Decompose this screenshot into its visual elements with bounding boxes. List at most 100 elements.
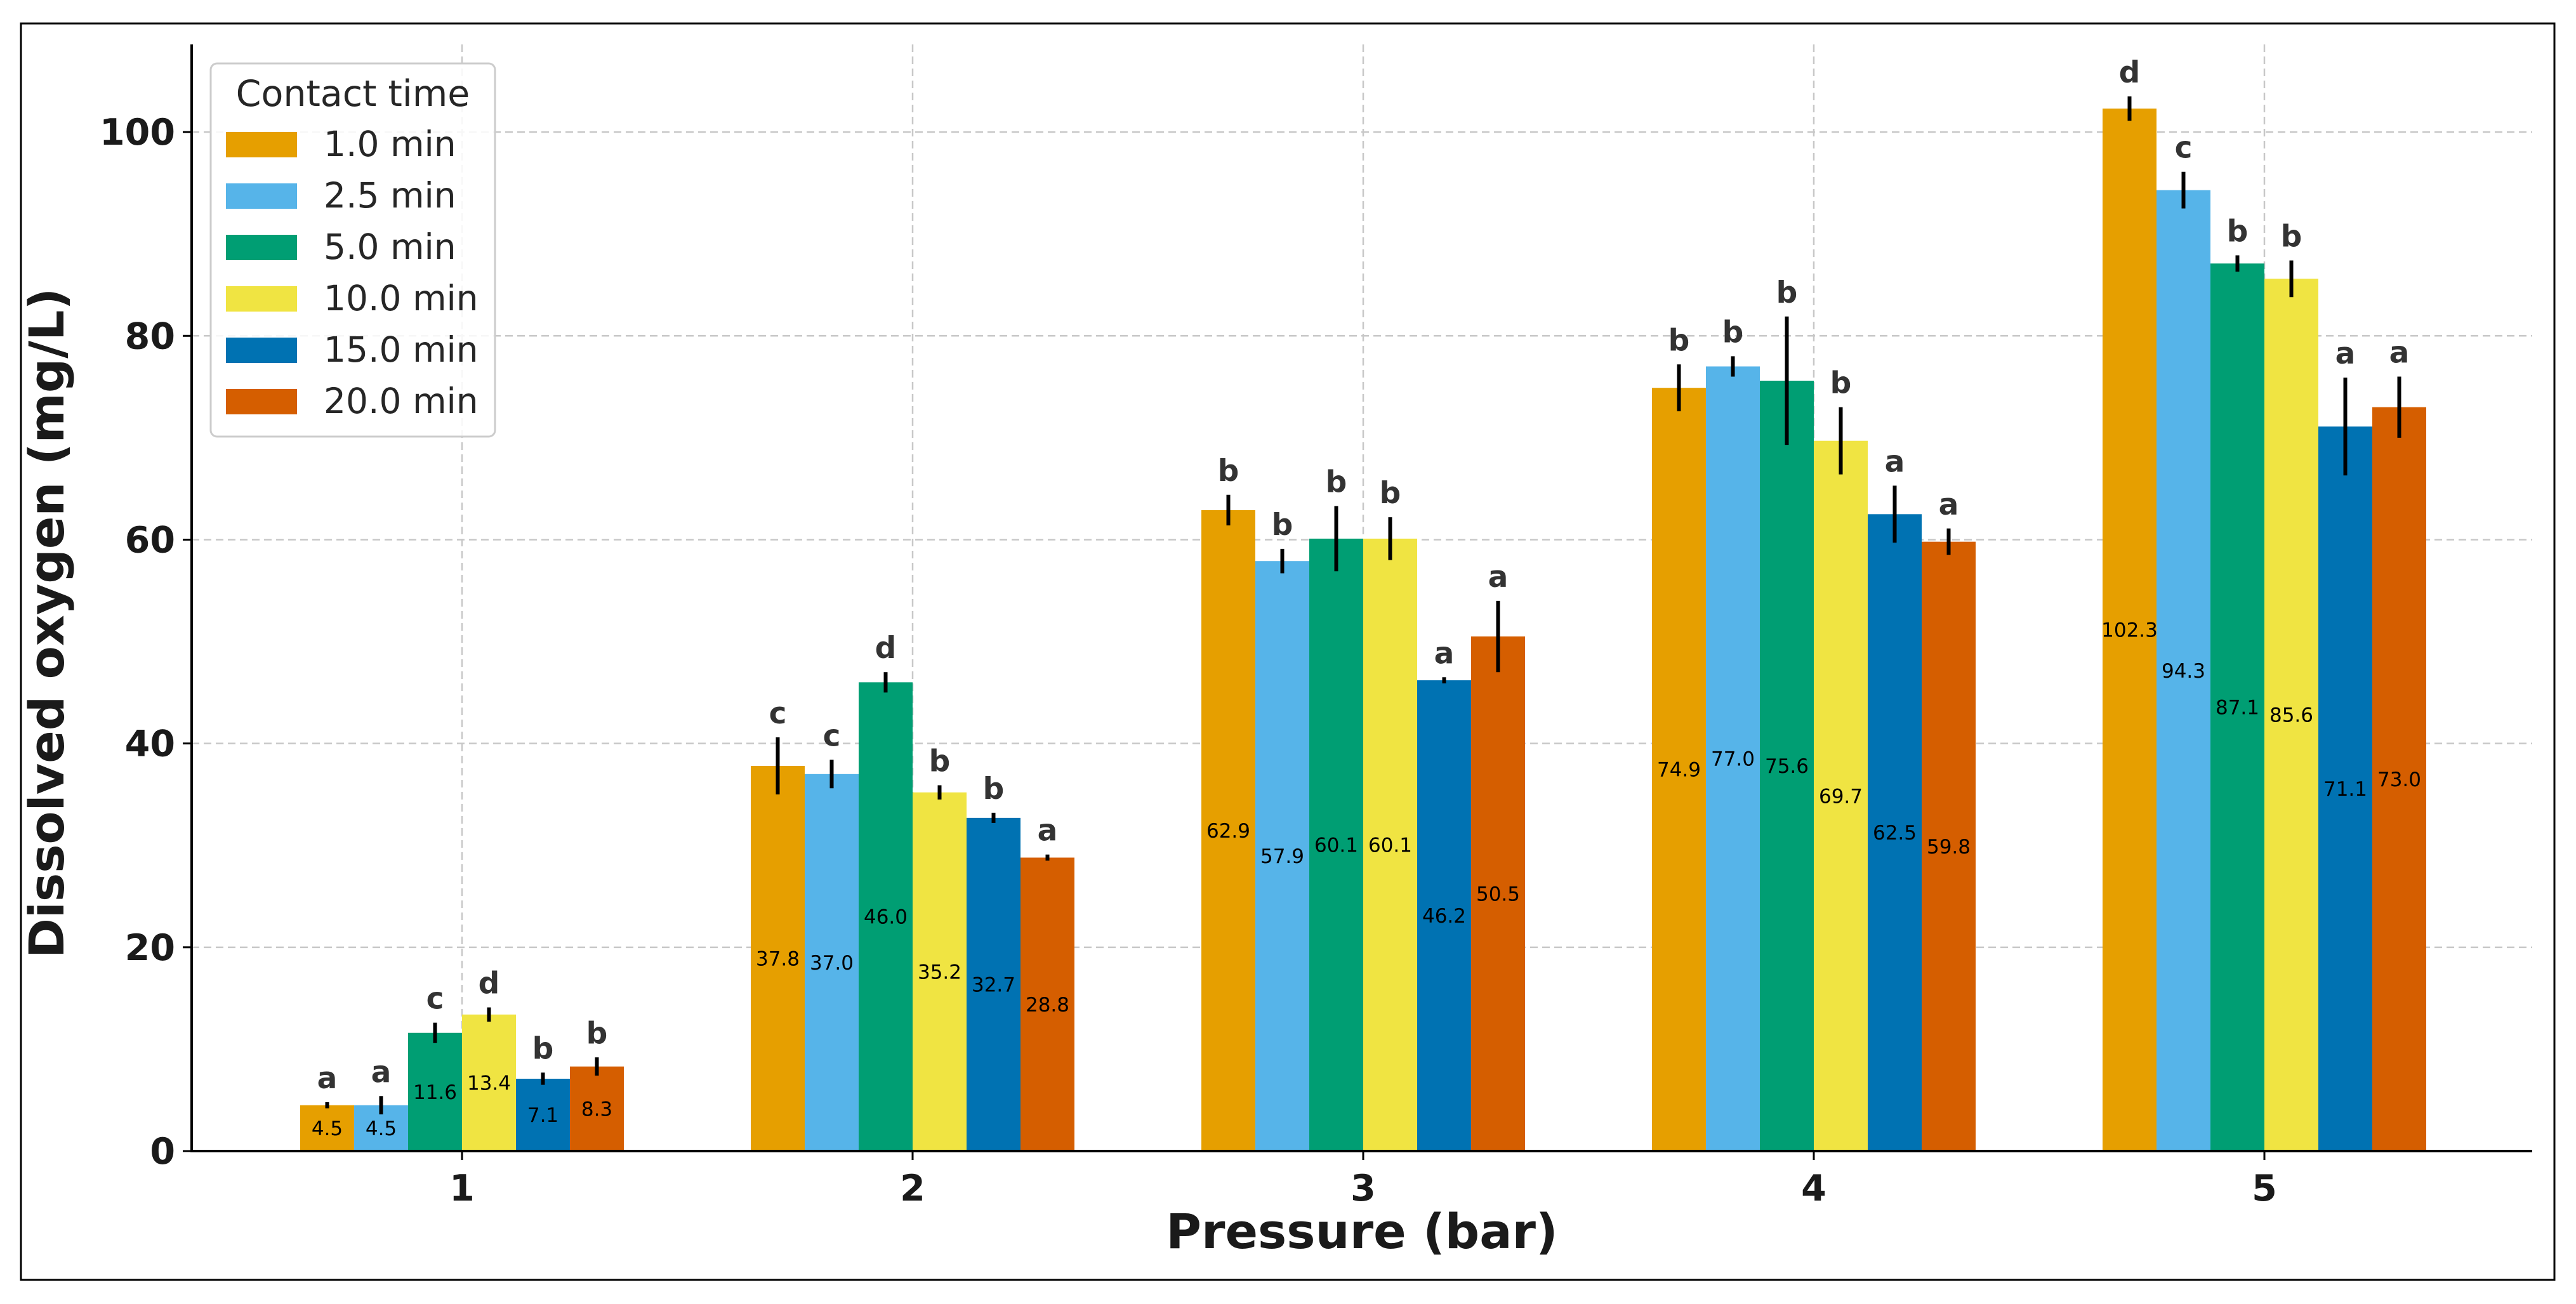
legend-swatch bbox=[226, 183, 297, 209]
significance-letter: b bbox=[1326, 464, 1347, 499]
bar bbox=[2210, 263, 2264, 1151]
bar bbox=[462, 1014, 516, 1151]
significance-letter: b bbox=[1380, 476, 1401, 511]
significance-letter: b bbox=[2227, 214, 2249, 249]
bar-value-label: 73.0 bbox=[2377, 768, 2421, 791]
significance-letter: d bbox=[479, 966, 500, 1001]
x-tick-label: 4 bbox=[1801, 1168, 1826, 1209]
x-tick-label: 1 bbox=[449, 1168, 475, 1209]
legend-entry-label: 20.0 min bbox=[324, 381, 479, 421]
bar-value-label: 62.9 bbox=[1206, 820, 1250, 843]
bar bbox=[2318, 426, 2372, 1151]
bar-value-label: 57.9 bbox=[1260, 845, 1304, 868]
legend-swatch bbox=[226, 132, 297, 157]
axes: 0 20 40 60 80 100 1 2 3 4 5 Pressure (bar) Dissolved… bbox=[18, 44, 2532, 1260]
y-tick-label: 60 bbox=[125, 519, 175, 561]
bar bbox=[967, 817, 1020, 1151]
significance-letter: c bbox=[2175, 131, 2193, 166]
bar-value-label: 60.1 bbox=[1314, 834, 1358, 857]
bar bbox=[913, 792, 967, 1151]
bar bbox=[1020, 857, 1074, 1151]
legend-swatch bbox=[226, 389, 297, 414]
bar-value-label: 85.6 bbox=[2269, 704, 2313, 727]
bar-value-label: 37.8 bbox=[756, 947, 800, 970]
legend-entry-label: 1.0 min bbox=[324, 124, 456, 164]
legend-entry-label: 2.5 min bbox=[324, 175, 456, 216]
y-axis-title: Dissolved oxygen (mg/L) bbox=[18, 288, 75, 958]
x-tick-label: 3 bbox=[1351, 1168, 1376, 1209]
bar-value-label: 87.1 bbox=[2216, 697, 2259, 720]
bar bbox=[2103, 109, 2157, 1151]
bar-value-label: 69.7 bbox=[1819, 785, 1863, 808]
significance-letter: a bbox=[371, 1055, 392, 1090]
bar-value-label: 60.1 bbox=[1368, 834, 1412, 857]
bars bbox=[300, 96, 2426, 1152]
bar bbox=[2372, 407, 2426, 1151]
bar bbox=[2264, 279, 2318, 1151]
significance-letter: b bbox=[2281, 219, 2302, 254]
significance-letter: c bbox=[426, 982, 444, 1017]
significance-letter: b bbox=[1218, 454, 1239, 489]
significance-letter: a bbox=[1885, 444, 1905, 479]
legend-entry-label: 15.0 min bbox=[324, 329, 479, 370]
bar-value-label: 4.5 bbox=[366, 1117, 397, 1140]
bar bbox=[1201, 510, 1255, 1151]
bar bbox=[1652, 388, 1706, 1151]
legend: Contact time 1.0 min 2.5 min 5.0 min 10.0 mi… bbox=[209, 62, 496, 438]
bar bbox=[2157, 190, 2210, 1152]
y-tick-label: 0 bbox=[150, 1131, 175, 1173]
legend-entry-label: 10.0 min bbox=[324, 278, 479, 319]
legend-title: Contact time bbox=[236, 73, 470, 115]
significance-letter: a bbox=[1434, 636, 1455, 671]
bar-value-label: 35.2 bbox=[918, 961, 961, 984]
bar bbox=[751, 765, 805, 1151]
significance-letter: a bbox=[317, 1061, 338, 1096]
x-axis-title: Pressure (bar) bbox=[1166, 1203, 1557, 1260]
bar-value-label: 46.0 bbox=[864, 906, 908, 929]
significance-letter: a bbox=[1939, 487, 1959, 522]
bar bbox=[1363, 538, 1417, 1151]
significance-letter: b bbox=[586, 1016, 608, 1051]
significance-letter: b bbox=[1272, 508, 1293, 543]
bar bbox=[1309, 538, 1363, 1151]
bar bbox=[570, 1066, 624, 1151]
data-labels: 4.5 a 37.8 c 62.9 b 74.9 b 102.3 d 4.5 a 37.0 c 57.9 b 7… bbox=[312, 55, 2421, 1140]
bar bbox=[408, 1032, 462, 1151]
significance-letter: c bbox=[823, 718, 841, 753]
bar-value-label: 62.5 bbox=[1873, 822, 1917, 845]
bar-value-label: 94.3 bbox=[2162, 660, 2205, 683]
bar bbox=[1922, 541, 1976, 1151]
legend-swatch bbox=[226, 235, 297, 260]
bar-value-label: 102.3 bbox=[2101, 619, 2158, 642]
y-tick-label: 20 bbox=[125, 927, 175, 969]
significance-letter: a bbox=[1488, 560, 1509, 595]
bar-value-label: 75.6 bbox=[1765, 755, 1809, 778]
y-tick-label: 40 bbox=[125, 723, 175, 765]
bar-value-label: 4.5 bbox=[312, 1117, 343, 1140]
legend-swatch bbox=[226, 286, 297, 312]
bar bbox=[1706, 366, 1760, 1152]
bar-value-label: 7.1 bbox=[527, 1104, 558, 1127]
significance-letter: a bbox=[2389, 336, 2410, 371]
x-tick-label: 2 bbox=[900, 1168, 925, 1209]
bar-value-label: 13.4 bbox=[467, 1072, 511, 1095]
bar bbox=[1255, 561, 1309, 1151]
bar-value-label: 74.9 bbox=[1657, 759, 1701, 782]
bar bbox=[1471, 636, 1525, 1151]
significance-letter: a bbox=[2335, 336, 2356, 371]
legend-entry-label: 5.0 min bbox=[324, 227, 456, 267]
significance-letter: d bbox=[875, 631, 897, 666]
significance-letter: d bbox=[2119, 55, 2141, 90]
bar-value-label: 32.7 bbox=[972, 973, 1015, 996]
significance-letter: b bbox=[983, 772, 1005, 807]
significance-letter: a bbox=[1038, 813, 1058, 848]
bar bbox=[805, 774, 859, 1151]
bar bbox=[300, 1105, 354, 1151]
bar-value-label: 28.8 bbox=[1026, 994, 1069, 1017]
bar-value-label: 46.2 bbox=[1422, 905, 1466, 928]
significance-letter: b bbox=[1668, 323, 1690, 358]
bar-value-label: 71.1 bbox=[2323, 778, 2367, 801]
bar bbox=[859, 682, 913, 1151]
